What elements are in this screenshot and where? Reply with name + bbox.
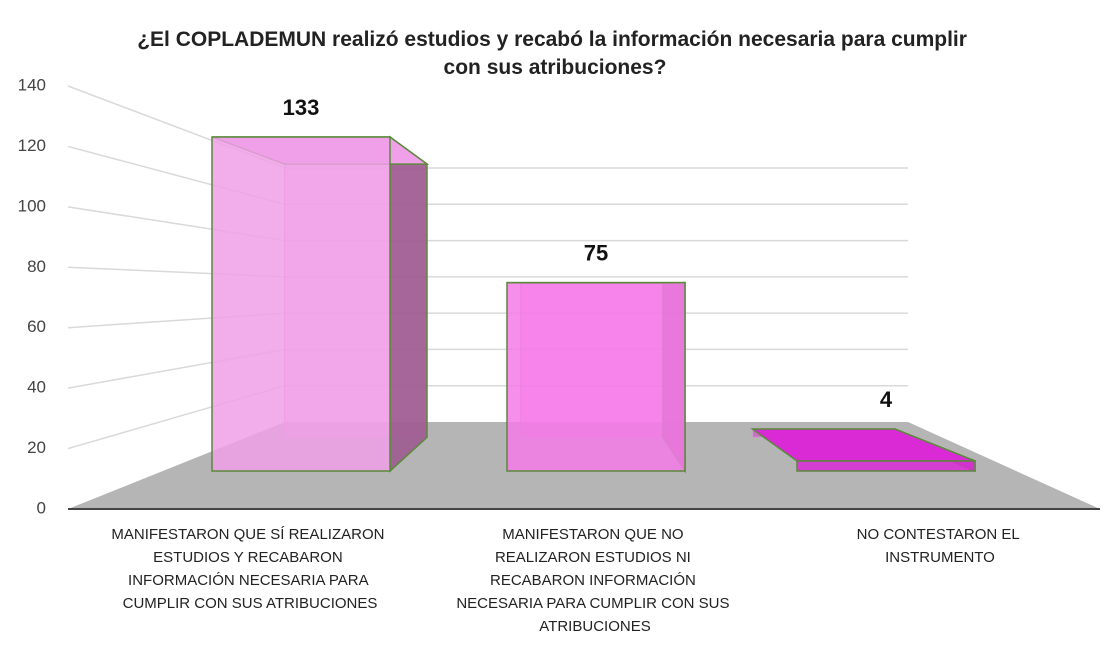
grid-line: [67, 266, 908, 278]
grid-line: [67, 348, 908, 389]
value-label: 4: [880, 387, 893, 412]
bar: [796, 460, 976, 472]
x-tick-label: MANIFESTARON QUE NO REALIZARON ESTUDIOS …: [456, 526, 733, 635]
grid-line: [67, 312, 908, 329]
x-tick-label: NO CONTESTARON EL INSTRUMENTO: [857, 526, 1024, 566]
x-tick-label: MANIFESTARON QUE SÍ REALIZARON ESTUDIOS …: [111, 526, 388, 612]
y-tick-label: 60: [27, 317, 46, 336]
bar: [211, 136, 391, 472]
y-tick-label: 120: [18, 136, 46, 155]
y-tick-label: 140: [18, 75, 46, 94]
y-tick-label: 80: [27, 257, 46, 276]
grid-line: [67, 206, 908, 242]
bar: [506, 281, 686, 472]
chart-title: ¿El COPLADEMUN realizó estudios y recabó…: [137, 28, 973, 79]
y-tick-label: 20: [27, 438, 46, 457]
grid-line: [67, 85, 908, 169]
y-tick-label: 0: [37, 498, 46, 517]
y-tick-label: 100: [18, 196, 46, 215]
value-label: 133: [283, 95, 320, 120]
grid-line: [67, 145, 908, 206]
value-label: 75: [584, 240, 608, 265]
y-tick-label: 40: [27, 378, 46, 397]
bar-side: [389, 135, 428, 473]
